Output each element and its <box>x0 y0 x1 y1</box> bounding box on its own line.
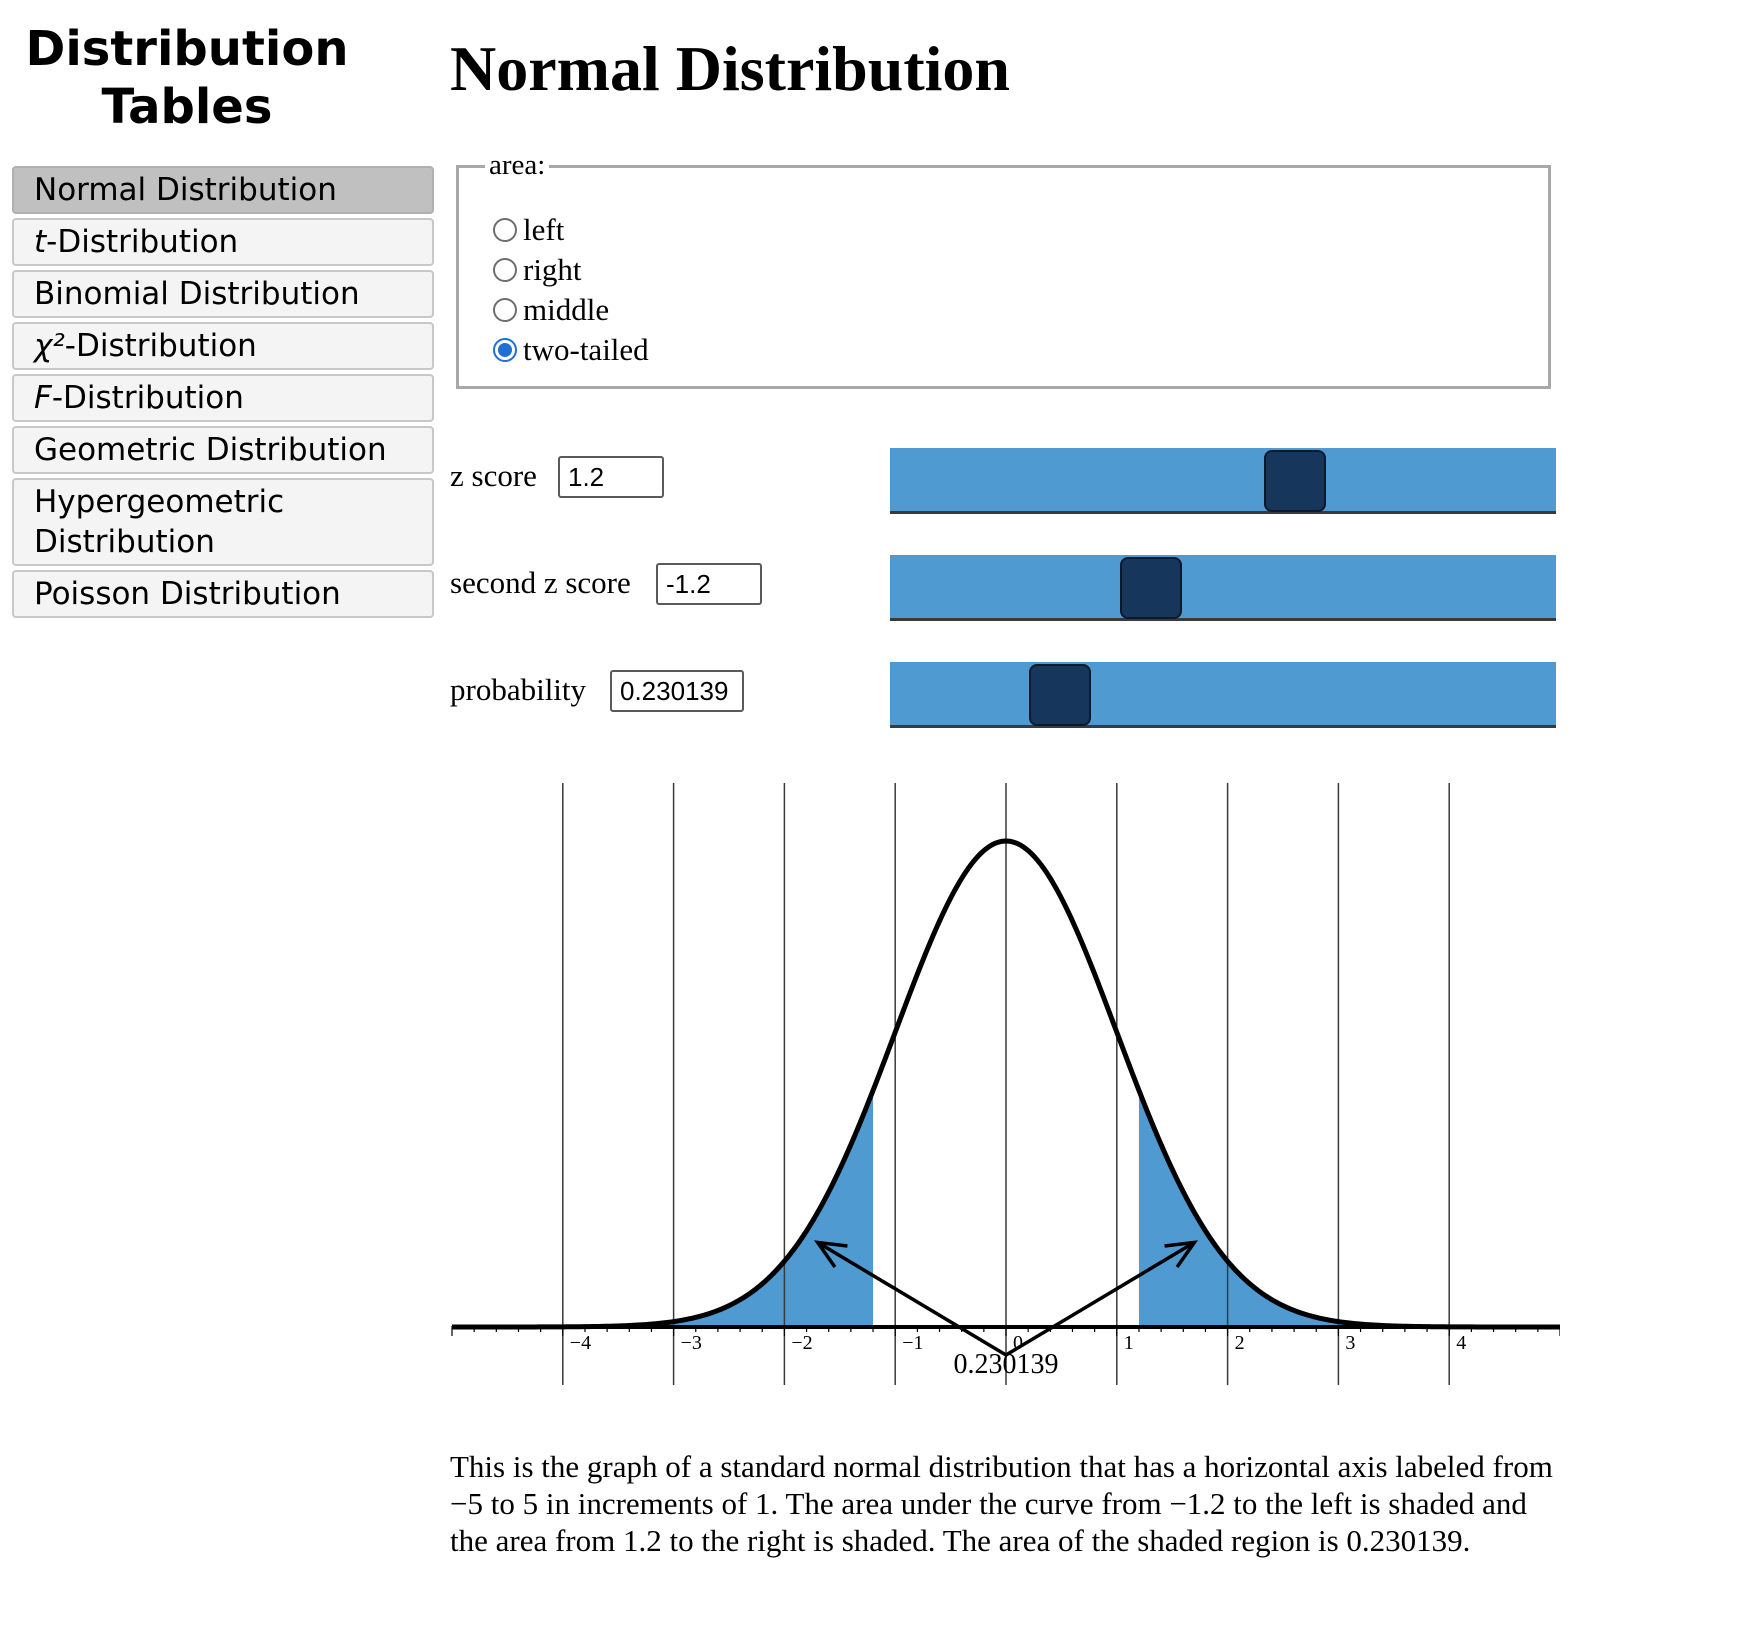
z-score-label: z score <box>450 458 537 493</box>
area-option-right[interactable]: right <box>493 250 582 290</box>
nav-list: Normal Distribution t-Distribution Binom… <box>12 166 434 618</box>
nav-item-geometric-distribution[interactable]: Geometric Distribution <box>12 426 434 474</box>
arrow-right-icon <box>1005 1240 1196 1357</box>
tick-label: −3 <box>681 1332 702 1354</box>
shaded-region-right <box>1138 1090 1560 1327</box>
tick-label: 4 <box>1456 1332 1466 1354</box>
area-value-label: 0.230139 <box>954 1349 1059 1380</box>
nav-item-t-distribution[interactable]: t-Distribution <box>12 218 434 266</box>
radio-middle[interactable] <box>493 298 517 322</box>
nav-item-hypergeometric-distribution[interactable]: Hypergeometric Distribution <box>12 478 434 566</box>
radio-two-tailed[interactable] <box>493 338 517 362</box>
area-option-left[interactable]: left <box>493 210 564 250</box>
radio-right[interactable] <box>493 258 517 282</box>
site-title: Distribution Tables <box>25 21 349 135</box>
sidebar: Distribution Tables Normal Distribution … <box>12 20 434 622</box>
nav-item-normal-distribution[interactable]: Normal Distribution <box>12 166 434 214</box>
graph-description: This is the graph of a standard normal d… <box>450 1449 1553 1558</box>
tick-label: −4 <box>570 1332 591 1354</box>
probability-slider-thumb[interactable] <box>1029 664 1091 726</box>
tick-label: 2 <box>1235 1332 1245 1354</box>
arrow-left-icon <box>816 1240 1007 1357</box>
grid-lines <box>562 783 1450 1385</box>
nav-item-f-distribution[interactable]: F-Distribution <box>12 374 434 422</box>
second-z-score-slider-thumb[interactable] <box>1119 557 1182 619</box>
t-symbol: t <box>34 224 47 260</box>
tick-label: 3 <box>1345 1332 1355 1354</box>
arrowhead-right-icon <box>1164 1240 1199 1268</box>
density-curve <box>452 838 1560 1330</box>
area-annotation: 0.230139 <box>813 1240 1199 1380</box>
z-score-input[interactable] <box>558 456 664 498</box>
shaded-regions <box>452 1090 1560 1327</box>
shaded-region-left <box>452 1090 874 1327</box>
second-z-score-slider[interactable] <box>890 555 1556 621</box>
page-title: Normal Distribution <box>450 33 1010 104</box>
normal-distribution-graph: −4 −3 −2 −1 0 1 2 3 4 0.230139 <box>451 783 1560 1385</box>
f-symbol: F <box>34 380 52 416</box>
tick-labels: −4 −3 −2 −1 0 1 2 3 4 <box>570 1332 1466 1354</box>
second-z-score-label: second z score <box>450 565 631 600</box>
probability-input[interactable] <box>610 670 744 712</box>
tick-label: −2 <box>791 1332 812 1354</box>
area-option-two-tailed[interactable]: two-tailed <box>493 330 649 370</box>
area-option-middle[interactable]: middle <box>493 290 609 330</box>
area-legend: area: <box>485 148 550 182</box>
nav-item-poisson-distribution[interactable]: Poisson Distribution <box>12 570 434 618</box>
nav-item-chi-squared-distribution[interactable]: χ²-Distribution <box>12 322 434 370</box>
probability-slider[interactable] <box>890 662 1556 728</box>
nav-item-binomial-distribution[interactable]: Binomial Distribution <box>12 270 434 318</box>
arrowhead-left-icon <box>813 1240 848 1268</box>
z-score-slider[interactable] <box>890 448 1556 514</box>
tick-label: −1 <box>902 1332 923 1354</box>
chi-squared-symbol: χ² <box>34 328 65 364</box>
area-fieldset: area: left right middle two-tailed <box>456 148 1551 389</box>
tick-label: 0 <box>1013 1332 1023 1354</box>
z-score-slider-thumb[interactable] <box>1264 450 1327 512</box>
tick-label: 1 <box>1124 1332 1134 1354</box>
second-z-score-input[interactable] <box>656 563 762 605</box>
probability-label: probability <box>450 672 587 707</box>
radio-left[interactable] <box>493 218 517 242</box>
